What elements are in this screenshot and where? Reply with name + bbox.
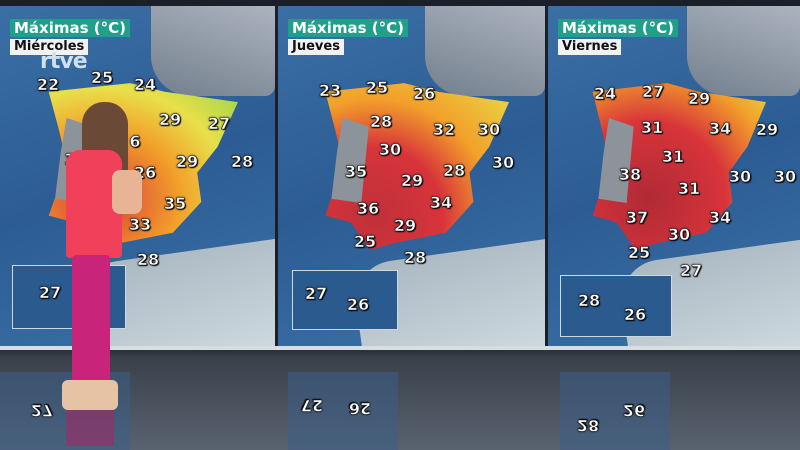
temperature-label: 25 (90, 68, 114, 87)
temperature-label: 35 (344, 162, 368, 181)
europe-landmass (686, 6, 800, 96)
canarias-temperature-label: 27 (38, 283, 62, 302)
temperature-label: 33 (128, 215, 152, 234)
map-title-box: Máximas (°C) Miércoles (10, 18, 130, 55)
temperature-label: 29 (400, 171, 424, 190)
temperature-label: 37 (625, 208, 649, 227)
map-title: Máximas (°C) (288, 19, 408, 37)
canary-islands-inset (560, 275, 672, 337)
temperature-label: 25 (365, 78, 389, 97)
rtve-logo: rtve (40, 49, 88, 74)
canary-islands-inset (292, 270, 398, 330)
reflection-temp: 26 (622, 401, 646, 421)
floor-reflection (288, 372, 398, 450)
temperature-label: 30 (378, 140, 402, 159)
temperature-label: 27 (207, 114, 231, 133)
temperature-label: 25 (627, 243, 651, 262)
temperature-label: 24 (133, 75, 157, 94)
map-day: Viernes (558, 39, 622, 55)
canarias-temperature-label: 28 (577, 291, 601, 310)
temperature-label: 31 (661, 147, 685, 166)
temperature-label: 28 (442, 161, 466, 180)
temperature-label: 28 (369, 112, 393, 131)
temperature-label: 31 (640, 118, 664, 137)
temperature-label: 26 (412, 84, 436, 103)
temperature-map-jueves: Máximas (°C) Jueves (278, 6, 545, 346)
reflection-temp: 27 (300, 396, 324, 416)
temperature-label: 23 (318, 81, 342, 100)
temperature-label: 29 (158, 110, 182, 129)
temperature-label: 27 (641, 82, 665, 101)
temperature-label: 29 (175, 152, 199, 171)
temperature-label: 36 (356, 199, 380, 218)
temperature-label: 29 (687, 89, 711, 108)
map-title: Máximas (°C) (558, 19, 678, 37)
temperature-label: 6 (129, 132, 141, 151)
temperature-label: 30 (477, 120, 501, 139)
temperature-label: 34 (708, 119, 732, 138)
temperature-label: 35 (163, 194, 187, 213)
temperature-label: 28 (230, 152, 254, 171)
floor-reflection (560, 372, 670, 450)
canarias-temperature-label: 26 (346, 295, 370, 314)
temperature-label: 28 (403, 248, 427, 267)
temperature-label: 27 (679, 261, 703, 280)
canarias-temperature-label: 27 (304, 284, 328, 303)
temperature-label: 28 (136, 250, 160, 269)
reflection-temp: 27 (30, 401, 54, 421)
temperature-label: 32 (432, 120, 456, 139)
temperature-label: 38 (618, 165, 642, 184)
temperature-label: 30 (667, 225, 691, 244)
temperature-label: 30 (728, 167, 752, 186)
temperature-label: 24 (593, 84, 617, 103)
temperature-map-viernes: Máximas (°C) Viernes (548, 6, 800, 346)
temperature-label: 30 (773, 167, 797, 186)
map-day: Miércoles (10, 39, 89, 55)
temperature-label: 29 (393, 216, 417, 235)
map-title-box: Máximas (°C) Jueves (288, 18, 408, 55)
temperature-label: 25 (353, 232, 377, 251)
canarias-temperature-label: 26 (623, 305, 647, 324)
temperature-label: 31 (677, 179, 701, 198)
temperature-label: 34 (429, 193, 453, 212)
temperature-label: 30 (491, 153, 515, 172)
temperature-label: 29 (755, 120, 779, 139)
map-title: Máximas (°C) (10, 19, 130, 37)
europe-landmass (151, 6, 275, 96)
europe-landmass (424, 6, 545, 96)
temperature-label: 22 (36, 75, 60, 94)
reflection-temp: 26 (348, 399, 372, 419)
temperature-label: 34 (708, 208, 732, 227)
map-title-box: Máximas (°C) Viernes (558, 18, 678, 55)
reflection-temp: 28 (576, 416, 600, 436)
map-day: Jueves (288, 39, 344, 55)
